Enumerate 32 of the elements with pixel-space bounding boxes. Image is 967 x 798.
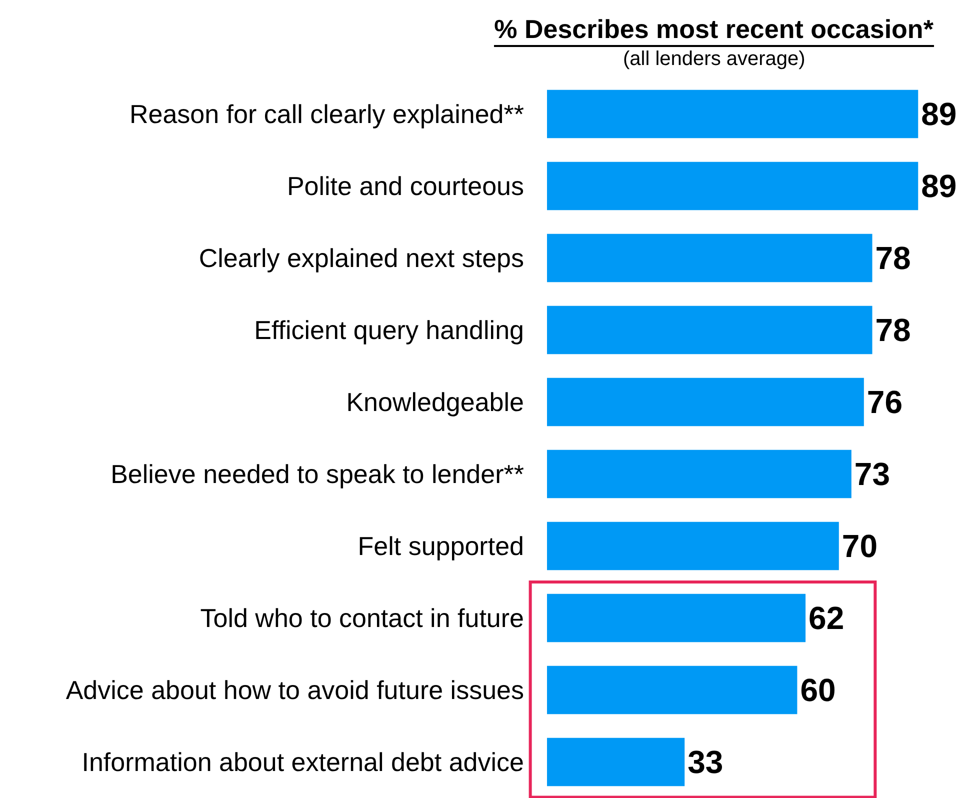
y-tick-label: Knowledgeable — [346, 387, 524, 418]
bar — [547, 234, 872, 282]
data-label: 76 — [866, 384, 903, 420]
y-tick-label: Clearly explained next steps — [198, 243, 524, 274]
data-label: 89 — [921, 96, 957, 132]
y-tick-label: Reason for call clearly explained** — [129, 99, 524, 130]
data-label: 33 — [688, 744, 724, 780]
y-tick-label: Information about external debt advice — [82, 747, 524, 778]
data-label: 62 — [808, 600, 844, 636]
y-tick-label: Polite and courteous — [286, 171, 524, 202]
bar — [547, 666, 798, 714]
bar — [547, 90, 918, 138]
bar — [547, 522, 839, 570]
bar — [547, 450, 852, 498]
data-label: 78 — [875, 312, 911, 348]
data-label: 73 — [854, 456, 890, 492]
data-label: 89 — [921, 168, 957, 204]
data-label: 70 — [842, 528, 878, 564]
y-tick-label: Advice about how to avoid future issues — [66, 675, 524, 706]
chart-subtitle: (all lenders average) — [623, 48, 806, 70]
bar — [547, 378, 864, 426]
data-label: 78 — [875, 240, 911, 276]
y-tick-label: Told who to contact in future — [200, 603, 524, 634]
bar — [547, 738, 685, 786]
bar — [547, 594, 806, 642]
y-tick-label: Believe needed to speak to lender** — [110, 459, 524, 490]
y-tick-label: Felt supported — [358, 531, 524, 562]
bar — [547, 162, 918, 210]
bar — [547, 306, 872, 354]
data-label: 60 — [800, 672, 836, 708]
chart-title: % Describes most recent occasion* — [494, 14, 934, 44]
y-tick-label: Efficient query handling — [254, 315, 524, 346]
